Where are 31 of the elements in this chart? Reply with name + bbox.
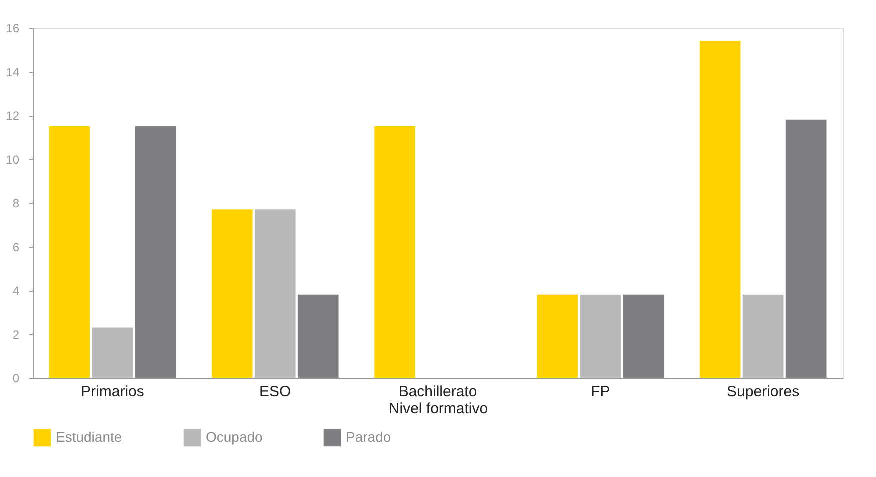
legend-label: Parado xyxy=(346,428,392,445)
y-tick-label: 6 xyxy=(12,240,20,254)
y-tick-label: 10 xyxy=(6,152,20,167)
bar xyxy=(374,126,416,378)
bar xyxy=(700,41,741,378)
y-tick-label: 0 xyxy=(12,372,20,386)
y-tick-label: 14 xyxy=(6,65,20,80)
y-tick-label: 4 xyxy=(12,284,20,298)
bar xyxy=(580,294,622,378)
bar xyxy=(786,120,827,378)
legend-label: Estudiante xyxy=(56,428,122,445)
bar xyxy=(92,328,134,378)
x-tick-label: Primarios xyxy=(81,384,144,400)
bar xyxy=(742,294,784,378)
y-tick-label: 2 xyxy=(12,328,20,342)
y-tick-label: 8 xyxy=(12,196,20,210)
bar xyxy=(135,126,176,378)
bar xyxy=(537,294,578,378)
bar xyxy=(298,294,339,378)
bar xyxy=(49,126,90,378)
bar xyxy=(623,294,664,378)
x-tick-label: Bachillerato xyxy=(398,384,478,400)
y-tick-label: 16 xyxy=(6,22,20,36)
bar xyxy=(212,210,253,378)
x-tick-label: ESO xyxy=(260,384,292,400)
x-tick-label: Superiores xyxy=(727,384,800,400)
y-tick-label: 12 xyxy=(6,109,20,123)
legend-label: Ocupado xyxy=(206,428,264,445)
x-axis-title: Nivel formativo xyxy=(388,400,488,418)
bar xyxy=(254,210,296,378)
x-tick-label: FP xyxy=(591,384,610,400)
